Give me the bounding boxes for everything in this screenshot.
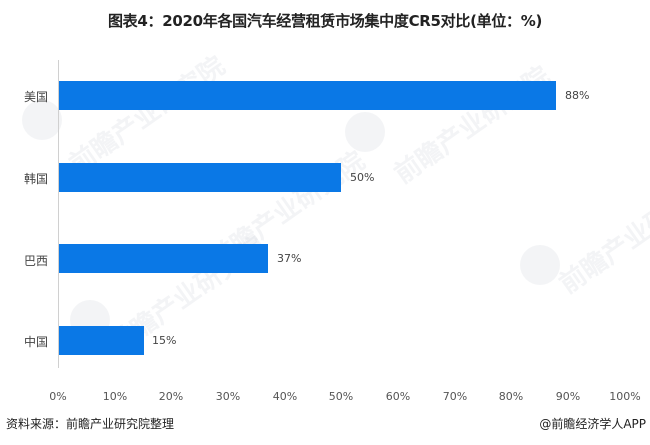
watermark-logo-icon bbox=[22, 100, 62, 140]
watermark-text: 前瞻产业研究院 bbox=[554, 171, 650, 301]
category-label: 巴西 bbox=[23, 254, 48, 268]
category-label: 美国 bbox=[23, 90, 48, 104]
watermark-logo-icon bbox=[520, 245, 560, 285]
category-label: 韩国 bbox=[23, 172, 48, 186]
value-label: 37% bbox=[277, 252, 302, 265]
source-note: 资料来源：前瞻产业研究院整理 bbox=[6, 417, 175, 431]
x-tick-label: 100% bbox=[609, 390, 641, 403]
value-label: 88% bbox=[565, 89, 590, 102]
x-tick-label: 0% bbox=[49, 390, 67, 403]
watermark-text: 前瞻产业研究院 bbox=[64, 51, 231, 181]
x-tick-label: 80% bbox=[498, 390, 524, 403]
chart-title: 图表4：2020年各国汽车经营租赁市场集中度CR5对比(单位：%) bbox=[107, 12, 543, 30]
x-tick-label: 10% bbox=[102, 390, 128, 403]
watermark-logo-icon bbox=[345, 112, 385, 152]
value-label: 50% bbox=[350, 171, 375, 184]
watermark-text: 前瞻产业研究院 bbox=[389, 61, 556, 191]
value-label: 15% bbox=[152, 334, 177, 347]
x-tick-label: 20% bbox=[158, 390, 184, 403]
category-label: 中国 bbox=[23, 335, 48, 349]
y-axis-line bbox=[58, 60, 59, 368]
bar-korea bbox=[59, 163, 341, 192]
x-tick-label: 30% bbox=[215, 390, 241, 403]
x-tick-label: 40% bbox=[272, 390, 298, 403]
bar-usa bbox=[59, 81, 556, 110]
x-tick-label: 60% bbox=[385, 390, 411, 403]
x-tick-label: 50% bbox=[328, 390, 354, 403]
x-tick-label: 90% bbox=[555, 390, 581, 403]
credit-note: @前瞻经济学人APP bbox=[539, 417, 646, 431]
bar-china bbox=[59, 326, 144, 355]
x-tick-label: 70% bbox=[442, 390, 468, 403]
bar-brazil bbox=[59, 244, 268, 273]
